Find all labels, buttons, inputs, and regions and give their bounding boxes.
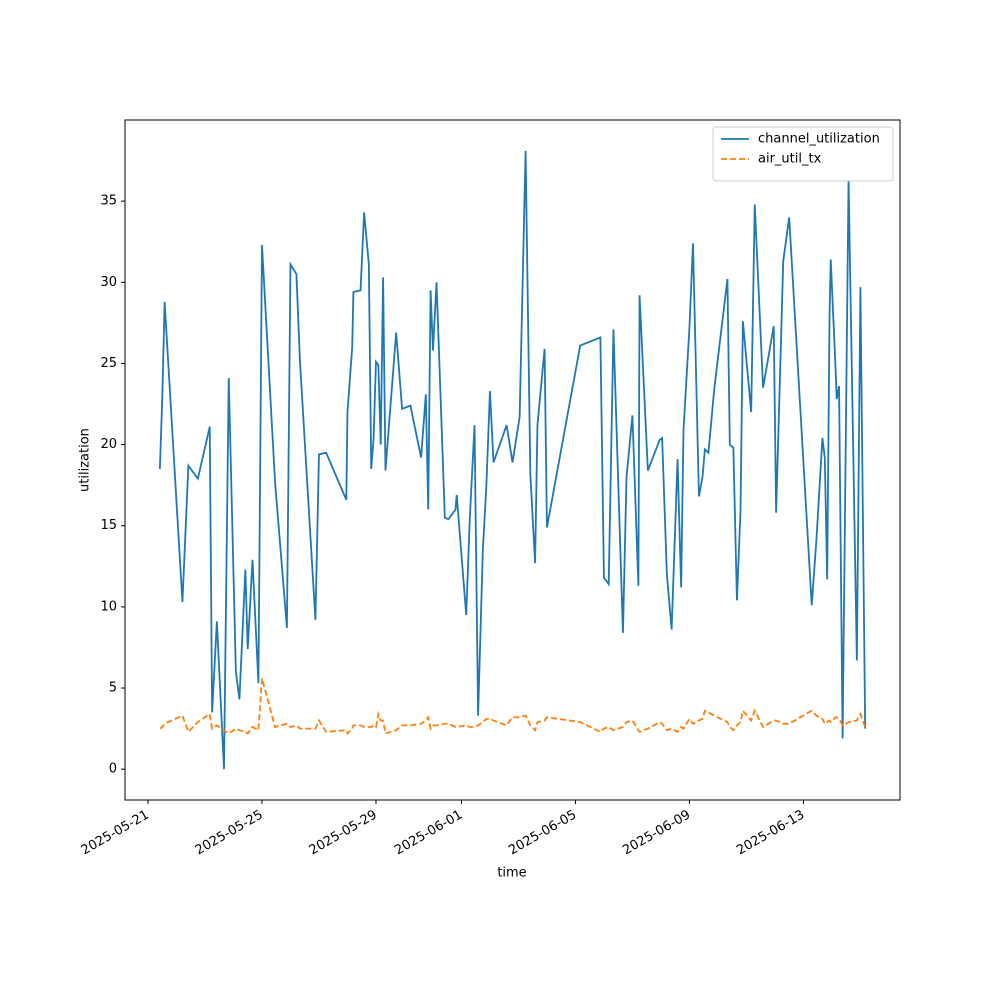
y-tick-label: 30 — [100, 275, 117, 290]
y-tick-label: 35 — [100, 194, 117, 209]
legend-label: air_util_tx — [758, 152, 822, 167]
y-tick-label: 15 — [100, 518, 117, 533]
x-axis-label: time — [497, 866, 526, 881]
legend-label: channel_utilization — [758, 132, 880, 147]
y-axis-label: utilization — [78, 428, 93, 492]
y-tick-label: 10 — [100, 599, 117, 614]
y-tick-label: 5 — [109, 681, 117, 696]
y-tick-label: 25 — [100, 356, 117, 371]
plot-frame — [124, 119, 901, 801]
line-series — [159, 678, 867, 736]
legend-box — [712, 126, 894, 182]
y-tick-label: 0 — [109, 762, 117, 777]
y-tick-label: 20 — [100, 437, 117, 452]
line-series — [158, 150, 867, 770]
